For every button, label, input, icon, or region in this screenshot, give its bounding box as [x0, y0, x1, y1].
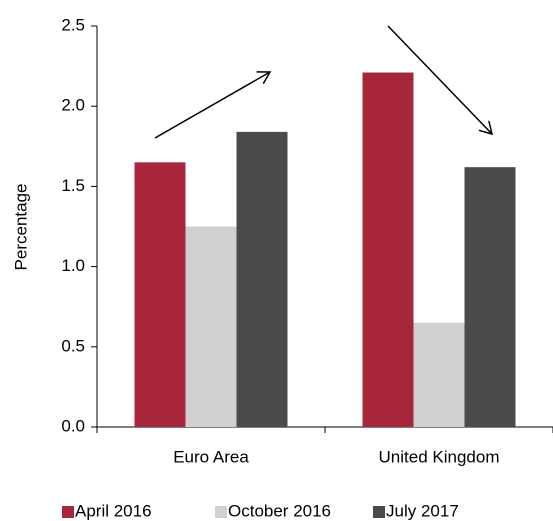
- bar: [185, 226, 237, 427]
- legend-label: October 2016: [228, 501, 331, 520]
- y-tick-label: 1.0: [61, 256, 85, 275]
- legend-swatch: [373, 506, 385, 518]
- legend-label: July 2017: [386, 501, 459, 520]
- y-axis-label: Percentage: [11, 184, 30, 271]
- bar: [413, 322, 465, 427]
- y-tick-label: 2.5: [61, 15, 85, 34]
- bar: [236, 131, 288, 427]
- legend-label: April 2016: [75, 501, 152, 520]
- legend-swatch: [62, 506, 74, 518]
- arrow-down: [387, 25, 492, 134]
- bar: [134, 162, 186, 427]
- x-tick-label: United Kingdom: [379, 447, 500, 466]
- y-tick-label: 0.0: [61, 416, 85, 435]
- x-tick-label: Euro Area: [173, 447, 249, 466]
- bar: [464, 167, 516, 428]
- legend-swatch: [215, 506, 227, 518]
- bar: [362, 72, 414, 428]
- arrow-up: [154, 72, 270, 139]
- y-tick-label: 1.5: [61, 176, 85, 195]
- y-tick-label: 2.0: [61, 96, 85, 115]
- y-tick-label: 0.5: [61, 336, 85, 355]
